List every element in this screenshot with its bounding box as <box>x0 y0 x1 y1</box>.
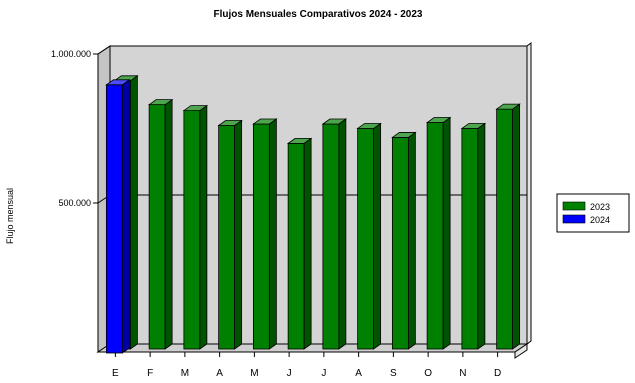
bar-2023-A-7 <box>356 122 382 350</box>
grid-line-side <box>97 45 111 55</box>
bar-2023-D-11 <box>495 103 521 350</box>
legend-swatch-2024 <box>562 214 586 224</box>
legend-label-2024: 2024 <box>590 215 610 225</box>
x-tick-label: F <box>147 368 153 379</box>
x-tick-label: S <box>390 368 397 379</box>
bar-2023-A-3 <box>217 119 243 350</box>
bars <box>105 75 521 354</box>
bar-2023-M-2 <box>182 104 209 350</box>
bar-2023-O-9 <box>425 116 452 350</box>
back-wall-edge <box>526 42 532 345</box>
legend: 2023 2024 <box>556 193 630 233</box>
x-tick-label: A <box>355 368 362 379</box>
bar-2024-E-0 <box>105 79 131 354</box>
legend-box <box>556 193 630 233</box>
floor-edge <box>514 343 528 359</box>
x-tick-label: N <box>459 368 466 379</box>
bar-2023-J-5 <box>286 137 313 350</box>
bar-2023-F-1 <box>147 98 174 350</box>
bar-2023-N-10 <box>460 122 487 350</box>
bar-2023-S-8 <box>391 131 417 350</box>
x-tick-label: D <box>494 368 501 379</box>
x-tick-label: J <box>287 368 292 379</box>
x-tick-label: M <box>250 368 258 379</box>
bar-2023-M-4 <box>252 118 278 350</box>
x-tick-label: J <box>321 368 326 379</box>
y-tick-label: 500.000 <box>58 198 91 208</box>
x-tick-label: A <box>216 368 223 379</box>
x-tick-label: O <box>424 368 432 379</box>
x-tick-label: E <box>112 368 119 379</box>
y-tick-label: 1.000.000 <box>51 49 91 59</box>
x-tick-label: M <box>181 368 189 379</box>
chart-title: Flujos Mensuales Comparativos 2024 - 202… <box>214 9 423 20</box>
y-axis-label: Flujo mensual <box>5 188 15 244</box>
legend-swatch-2023 <box>562 201 586 211</box>
bar-2023-J-6 <box>321 118 348 350</box>
legend-label-2023: 2023 <box>590 202 610 212</box>
